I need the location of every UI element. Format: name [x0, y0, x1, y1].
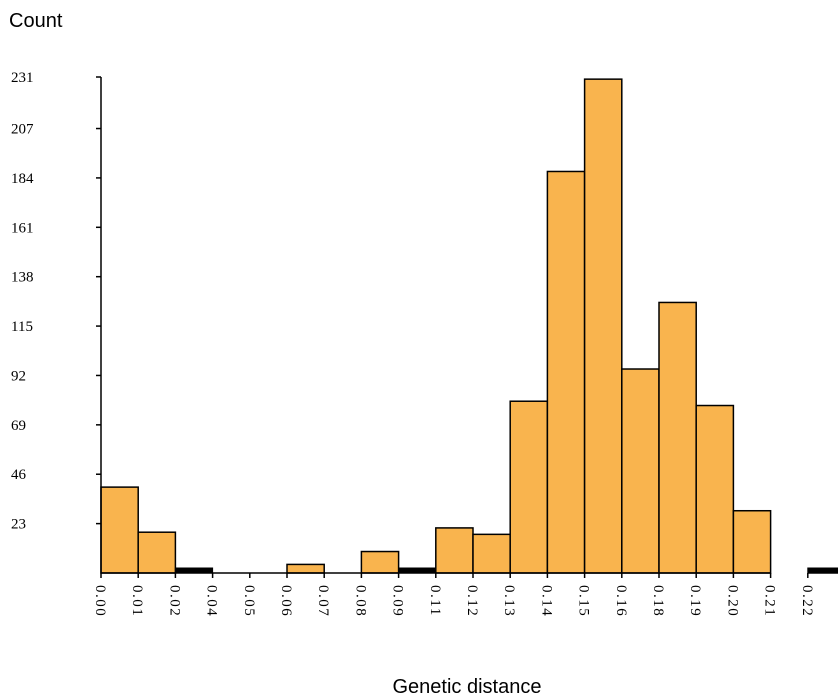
y-tick-label: 207 [11, 122, 34, 138]
x-tick-label: 0.07 [315, 585, 331, 617]
y-tick-label: 161 [11, 220, 34, 236]
x-tick-label: 0.05 [241, 585, 257, 617]
y-axis-ticks: 23 46 69 92 115 138 161 184 207 231 [11, 70, 101, 533]
y-tick-label: 92 [11, 368, 26, 384]
histogram-bar [473, 534, 510, 573]
y-axis-label: Count [9, 10, 63, 32]
x-tick-label: 0.08 [352, 585, 368, 617]
x-tick-label: 0.09 [390, 585, 406, 617]
x-tick-label: 0.04 [204, 585, 220, 617]
histogram-bar [138, 532, 175, 573]
y-tick-label: 23 [11, 517, 26, 533]
x-tick-label: 0.13 [501, 585, 517, 617]
x-tick-label: 0.15 [576, 585, 592, 617]
x-tick-label: 0.14 [538, 585, 554, 617]
x-tick-label: 0.02 [166, 585, 182, 617]
histogram-bar [547, 171, 584, 573]
x-tick-label: 0.16 [613, 585, 629, 617]
histogram-bar [287, 564, 324, 573]
x-tick-label: 0.20 [724, 585, 740, 617]
histogram-bar [101, 487, 138, 573]
histogram-bar [733, 511, 770, 573]
x-tick-label: 0.22 [799, 585, 815, 617]
y-tick-label: 46 [11, 467, 27, 483]
x-tick-label: 0.18 [650, 585, 666, 617]
histogram-bar [622, 369, 659, 573]
x-axis [101, 573, 838, 578]
y-tick-label: 231 [11, 70, 34, 86]
x-tick-label: 0.06 [278, 585, 294, 617]
x-tick-label: 0.21 [762, 585, 778, 617]
histogram-bar [510, 401, 547, 573]
histogram-bar [436, 528, 473, 573]
x-axis-tick-labels: 0.00 0.01 0.02 0.04 0.05 0.06 0.07 0.08 0.09 0.11… [92, 585, 815, 617]
x-axis-label: Genetic distance [393, 676, 542, 698]
histogram-bar [696, 406, 733, 573]
y-tick-label: 184 [11, 171, 34, 187]
histogram-bar [585, 79, 622, 573]
histogram-bars [101, 79, 838, 573]
histogram-bar [361, 552, 398, 573]
x-tick-label: 0.00 [92, 585, 108, 617]
x-tick-label: 0.12 [464, 585, 480, 617]
x-tick-label: 0.19 [687, 585, 703, 617]
y-tick-label: 115 [11, 319, 33, 335]
y-tick-label: 69 [11, 418, 26, 434]
y-tick-label: 138 [11, 270, 34, 286]
x-tick-label: 0.01 [129, 585, 145, 617]
x-tick-label: 0.11 [427, 585, 443, 617]
histogram-bar [659, 302, 696, 573]
